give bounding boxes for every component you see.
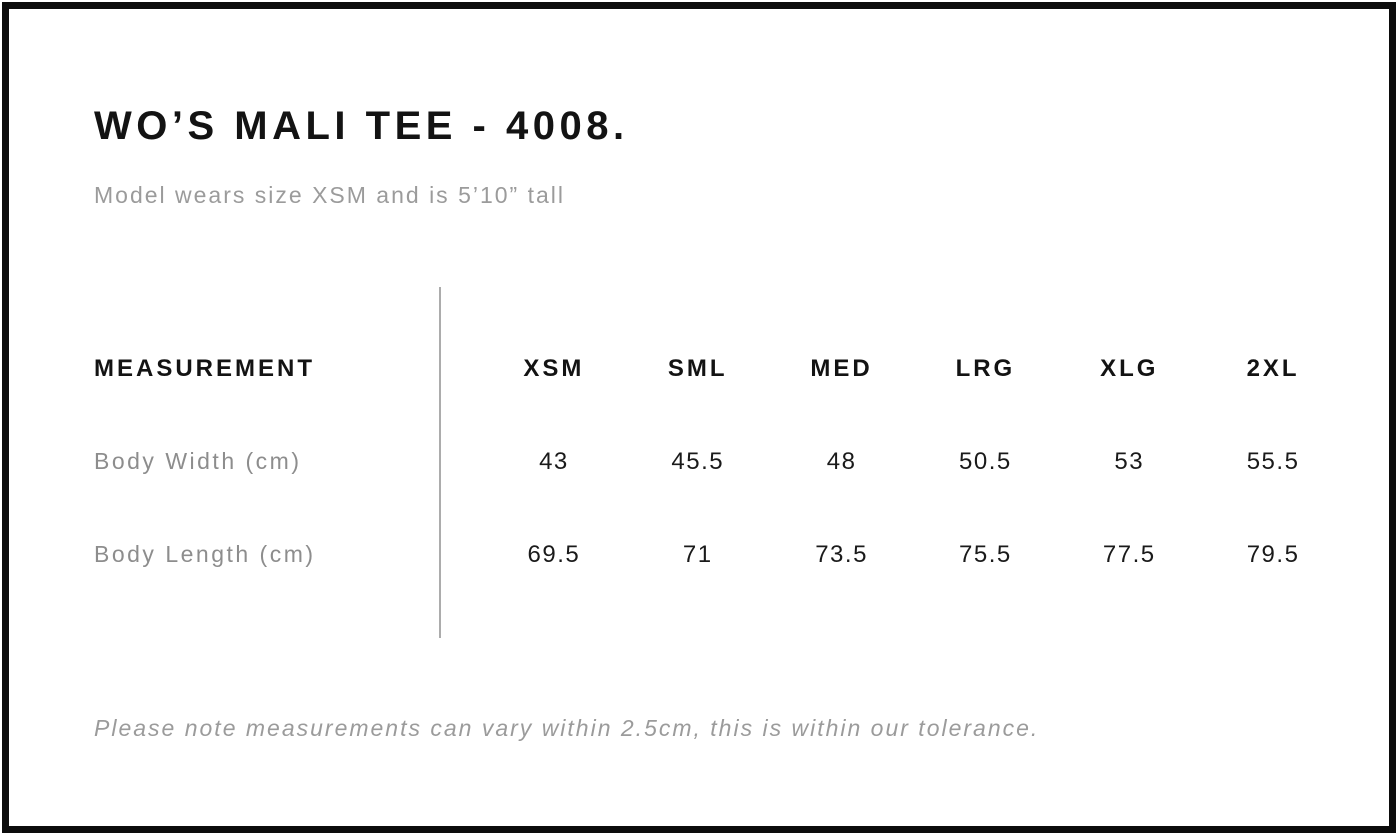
body-width-value-med: 48 — [826, 447, 857, 475]
body-length-value-xsm: 69.5 — [527, 540, 581, 568]
size-header-sml: SML — [667, 354, 728, 382]
body-width-value-lrg: 50.5 — [959, 447, 1012, 475]
body-length-value-sml: 71 — [682, 540, 713, 568]
body-width-value-xsm: 43 — [539, 447, 569, 475]
size-header-med: MED — [810, 354, 873, 382]
model-size-note: Model wears size XSM and is 5’10” tall — [94, 182, 565, 208]
body-width-value-2xl: 55.5 — [1246, 447, 1300, 475]
row-label-body-length: Body Length (cm) — [94, 541, 316, 567]
size-header-2xl: 2XL — [1246, 354, 1300, 382]
size-chart-table: MEASUREMENT XSM SML MED LRG XLG 2XL Body… — [94, 322, 1345, 601]
body-length-value-2xl: 79.5 — [1246, 540, 1300, 568]
row-label-body-width: Body Width (cm) — [94, 448, 302, 474]
size-header-xsm: XSM — [523, 354, 585, 382]
body-length-value-lrg: 75.5 — [959, 540, 1012, 568]
tolerance-note: Please note measurements can vary within… — [94, 715, 1040, 741]
product-title: WO’S MALI TEE - 4008. — [94, 104, 629, 148]
size-header-xlg: XLG — [1100, 354, 1159, 382]
column-divider-line — [439, 287, 441, 638]
body-length-value-med: 73.5 — [815, 540, 868, 568]
body-width-value-sml: 45.5 — [671, 447, 725, 475]
size-header-lrg: LRG — [955, 354, 1016, 382]
body-length-value-xlg: 77.5 — [1102, 540, 1156, 568]
body-width-value-xlg: 53 — [1114, 447, 1145, 475]
measurement-column-header: MEASUREMENT — [94, 354, 316, 382]
